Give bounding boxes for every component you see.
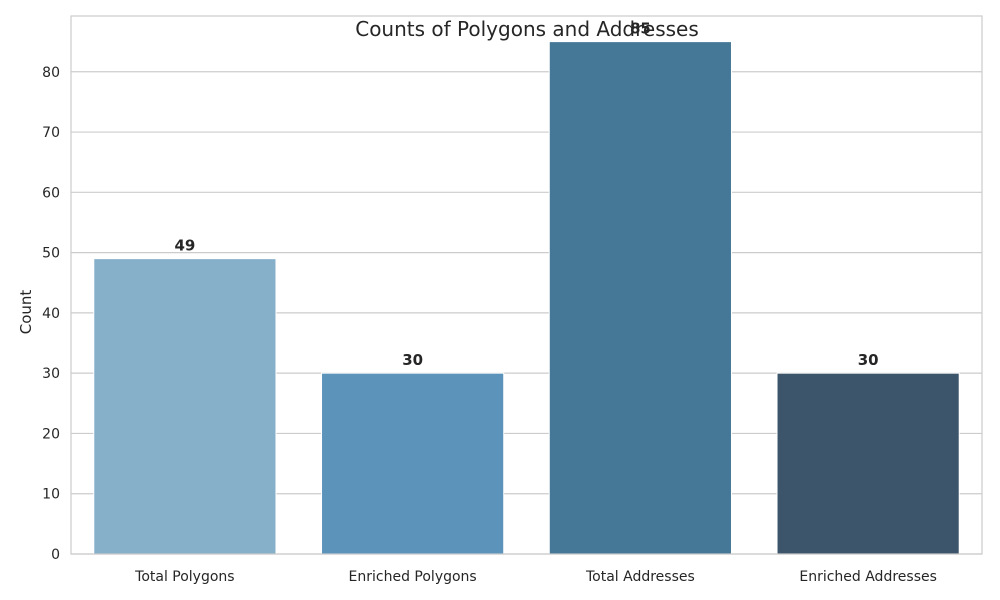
plot-frame — [70, 15, 983, 555]
y-tick-label: 30 — [42, 366, 60, 382]
x-tick-label: Enriched Polygons — [349, 569, 477, 585]
y-tick-label: 40 — [42, 306, 60, 322]
data-label: 30 — [858, 351, 879, 369]
y-tick-label: 10 — [42, 487, 60, 503]
y-tick-label: 70 — [42, 125, 60, 141]
data-labels: 49 30 85 30 — [174, 20, 878, 370]
x-tick-label: Total Addresses — [585, 569, 695, 585]
x-tick-label: Enriched Addresses — [799, 569, 937, 585]
bar-total-addresses — [548, 41, 732, 555]
bar-enriched-addresses — [776, 372, 960, 555]
x-tick-label: Total Polygons — [134, 569, 234, 585]
data-label: 30 — [402, 351, 423, 369]
y-tick-label: 80 — [42, 65, 60, 81]
bars — [93, 41, 960, 555]
y-tick-labels: 0 10 20 30 40 50 60 70 80 — [42, 65, 60, 563]
y-axis-label: Count — [17, 290, 35, 335]
chart-title: Counts of Polygons and Addresses — [355, 17, 699, 41]
data-label: 49 — [174, 237, 195, 255]
y-tick-label: 0 — [51, 547, 60, 563]
bar-total-polygons — [93, 258, 277, 555]
y-tick-label: 20 — [42, 426, 60, 442]
x-tick-labels: Total Polygons Enriched Polygons Total Add… — [134, 569, 937, 585]
bar-enriched-polygons — [321, 372, 505, 555]
data-label: 85 — [630, 20, 651, 38]
y-tick-label: 60 — [42, 185, 60, 201]
y-tick-label: 50 — [42, 246, 60, 262]
